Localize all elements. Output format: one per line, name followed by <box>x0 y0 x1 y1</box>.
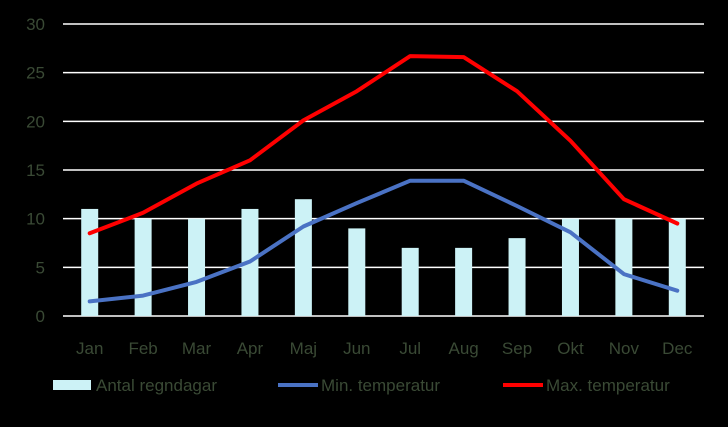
y-tick-label: 20 <box>26 112 45 131</box>
bar-Jun <box>348 228 366 316</box>
legend-label: Min. temperatur <box>321 376 440 395</box>
x-tick-label: Nov <box>609 339 640 358</box>
y-tick-label: 5 <box>36 258 45 277</box>
bar-Feb <box>134 218 152 316</box>
y-tick-label: 0 <box>36 307 45 326</box>
x-tick-label: Aug <box>449 339 479 358</box>
legend-label: Max. temperatur <box>546 376 670 395</box>
line-series <box>87 54 680 304</box>
x-tick-label: Jun <box>343 339 370 358</box>
y-tick-label: 30 <box>26 15 45 34</box>
y-tick-label: 15 <box>26 161 45 180</box>
x-axis-ticks: Jan Feb Mar Apr Maj Jun Jul Aug Sep Okt Nov Dec <box>76 339 693 358</box>
bar-Sep <box>508 238 526 316</box>
legend: Antal regndagar Min. temperatur Max. tempe… <box>53 376 670 395</box>
x-tick-label: Sep <box>502 339 532 358</box>
y-axis-ticks: 0 5 10 15 20 25 30 <box>26 15 45 326</box>
grid-layer <box>63 23 704 317</box>
x-tick-label: Feb <box>128 339 157 358</box>
x-tick-label: Maj <box>290 339 317 358</box>
y-tick-label: 10 <box>26 210 45 229</box>
bar-Mar <box>188 218 206 316</box>
bar-Jul <box>401 247 419 316</box>
bar-Nov <box>615 218 633 316</box>
x-tick-label: Mar <box>182 339 212 358</box>
bar-Aug <box>455 247 473 316</box>
x-tick-label: Apr <box>237 339 264 358</box>
legend-swatch-bar <box>53 380 91 390</box>
bar-Maj <box>294 199 312 316</box>
line-series-0 <box>87 178 680 304</box>
bar-Dec <box>668 218 686 316</box>
y-tick-label: 25 <box>26 64 45 83</box>
bar-Jan <box>81 208 99 316</box>
x-tick-label: Jul <box>399 339 421 358</box>
x-tick-label: Dec <box>662 339 693 358</box>
x-tick-label: Okt <box>557 339 584 358</box>
x-tick-label: Jan <box>76 339 103 358</box>
line-series-1 <box>87 54 680 236</box>
bar-series <box>81 199 686 316</box>
bar-Okt <box>561 218 579 316</box>
legend-label: Antal regndagar <box>96 376 217 395</box>
